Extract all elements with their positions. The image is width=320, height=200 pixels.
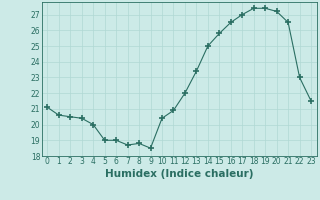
X-axis label: Humidex (Indice chaleur): Humidex (Indice chaleur): [105, 169, 253, 179]
